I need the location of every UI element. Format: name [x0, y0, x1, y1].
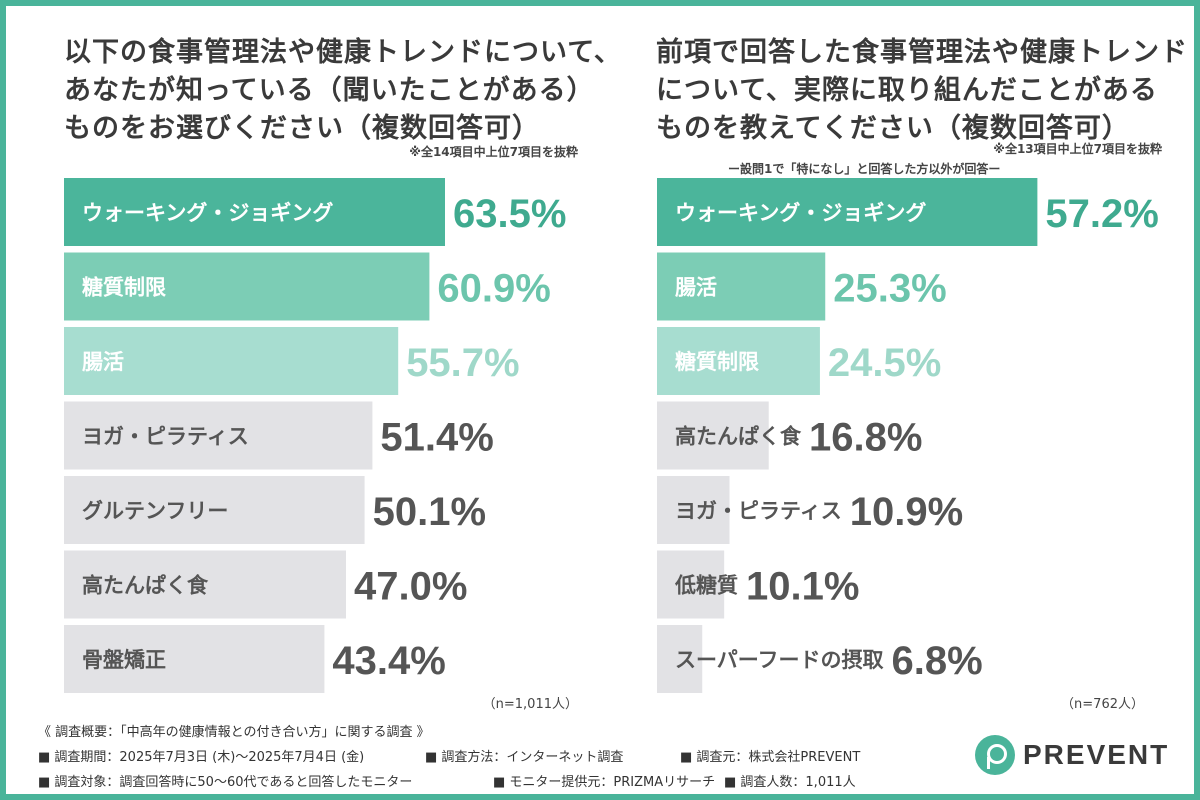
- category-label: 高たんぱく食: [675, 425, 802, 449]
- bar-3: [64, 327, 399, 395]
- survey-count: ■ 調査人数：1,011人: [724, 775, 856, 790]
- category-label: 高たんぱく食: [82, 574, 209, 598]
- bar-1: [64, 178, 445, 246]
- value-label: 24.5%: [828, 341, 941, 385]
- bar-7: [657, 625, 703, 693]
- chart-subnote: ー設問1で「特になし」と回答した方以外が回答ー: [728, 162, 1001, 176]
- survey-target: ■ 調査対象：調査回答時に50～60代であると回答したモニター: [38, 775, 413, 790]
- survey-method: ■ 調査方法：インターネット調査: [425, 750, 624, 765]
- chart-title-line-2: あなたが知っている（聞いたことがある）: [64, 75, 595, 106]
- value-label: 60.9%: [437, 267, 550, 311]
- bar-5: [657, 476, 730, 544]
- prevent-logo: PREVENT: [975, 735, 1175, 779]
- chart-note: ※全14項目中上位7項目を抜粋: [409, 145, 578, 159]
- value-label: 10.1%: [746, 565, 859, 609]
- bar-5: [64, 476, 365, 544]
- bar-6: [657, 550, 725, 619]
- value-label: 63.5%: [453, 192, 566, 236]
- bar-7: [64, 625, 325, 693]
- chart-note: ※全13項目中上位7項目を抜粋: [993, 142, 1162, 156]
- chart-title-line-2: について、実際に取り組んだことがある: [656, 75, 1158, 106]
- chart-title-line-1: 前項で回答した食事管理法や健康トレンド: [656, 37, 1188, 68]
- survey-period: ■ 調査期間：2025年7月3日 (木)～2025年7月4日 (金): [38, 750, 365, 765]
- category-label: 糖質制限: [82, 276, 166, 300]
- prevent-logo-icon: [975, 735, 1015, 775]
- bar-4: [657, 401, 769, 470]
- category-label: ヨガ・ピラティス: [675, 499, 842, 523]
- sample-size-label: （n=1,011人）: [482, 697, 578, 712]
- sample-size-label: （n=762人）: [1061, 697, 1144, 712]
- category-label: 腸活: [82, 350, 124, 374]
- value-label: 47.0%: [354, 565, 467, 609]
- category-label: 糖質制限: [675, 350, 759, 374]
- bar-4: [64, 401, 373, 470]
- category-label: ウォーキング・ジョギング: [675, 201, 926, 225]
- survey-provider: ■ モニター提供元：PRIZMAリサーチ: [493, 775, 716, 790]
- bar-chart-practice: ウォーキング・ジョギング 57.2% 腸活 25.3% 糖質制限 24.5% 高たんぱく食 1…: [657, 178, 1159, 693]
- value-label: 51.4%: [380, 416, 493, 460]
- value-label: 57.2%: [1045, 192, 1158, 236]
- category-label: ウォーキング・ジョギング: [82, 201, 333, 225]
- value-label: 16.8%: [809, 416, 922, 460]
- category-label: ヨガ・ピラティス: [82, 425, 249, 449]
- bar-chart-awareness: ウォーキング・ジョギング 63.5% 糖質制限 60.9% 腸活 55.7% ヨガ・ピラティ…: [64, 178, 566, 693]
- category-label: 腸活: [675, 276, 717, 300]
- chart-title-line-3: ものを教えてください（複数回答可）: [656, 113, 1130, 144]
- value-label: 25.3%: [833, 267, 946, 311]
- survey-source: ■ 調査元：株式会社PREVENT: [680, 750, 861, 765]
- survey-summary-heading: 《 調査概要：「中高年の健康情報との付き合い方」に関する調査 》: [38, 725, 430, 740]
- value-label: 55.7%: [406, 341, 519, 385]
- bar-3: [657, 327, 820, 395]
- value-label: 6.8%: [892, 639, 983, 683]
- value-label: 10.9%: [850, 490, 963, 534]
- chart-panel-awareness: 以下の食事管理法や健康トレンドについて、 あなたが知っている（聞いたことがある）…: [0, 0, 621, 712]
- chart-panel-practice: 前項で回答した食事管理法や健康トレンド について、実際に取り組んだことがある も…: [600, 0, 1200, 712]
- value-label: 50.1%: [373, 490, 486, 534]
- category-label: スーパーフードの摂取: [675, 648, 884, 672]
- chart-title-line-1: 以下の食事管理法や健康トレンドについて、: [64, 37, 622, 68]
- bar-6: [64, 550, 346, 619]
- prevent-logo-text: PREVENT: [1023, 739, 1170, 770]
- category-label: グルテンフリー: [82, 499, 228, 523]
- category-label: 骨盤矯正: [82, 648, 166, 672]
- chart-title-line-3: ものをお選びください（複数回答可）: [64, 113, 540, 144]
- category-label: 低糖質: [674, 574, 738, 598]
- bar-2: [657, 252, 826, 321]
- bar-1: [657, 178, 1038, 246]
- value-label: 43.4%: [332, 639, 445, 683]
- bar-2: [64, 252, 430, 321]
